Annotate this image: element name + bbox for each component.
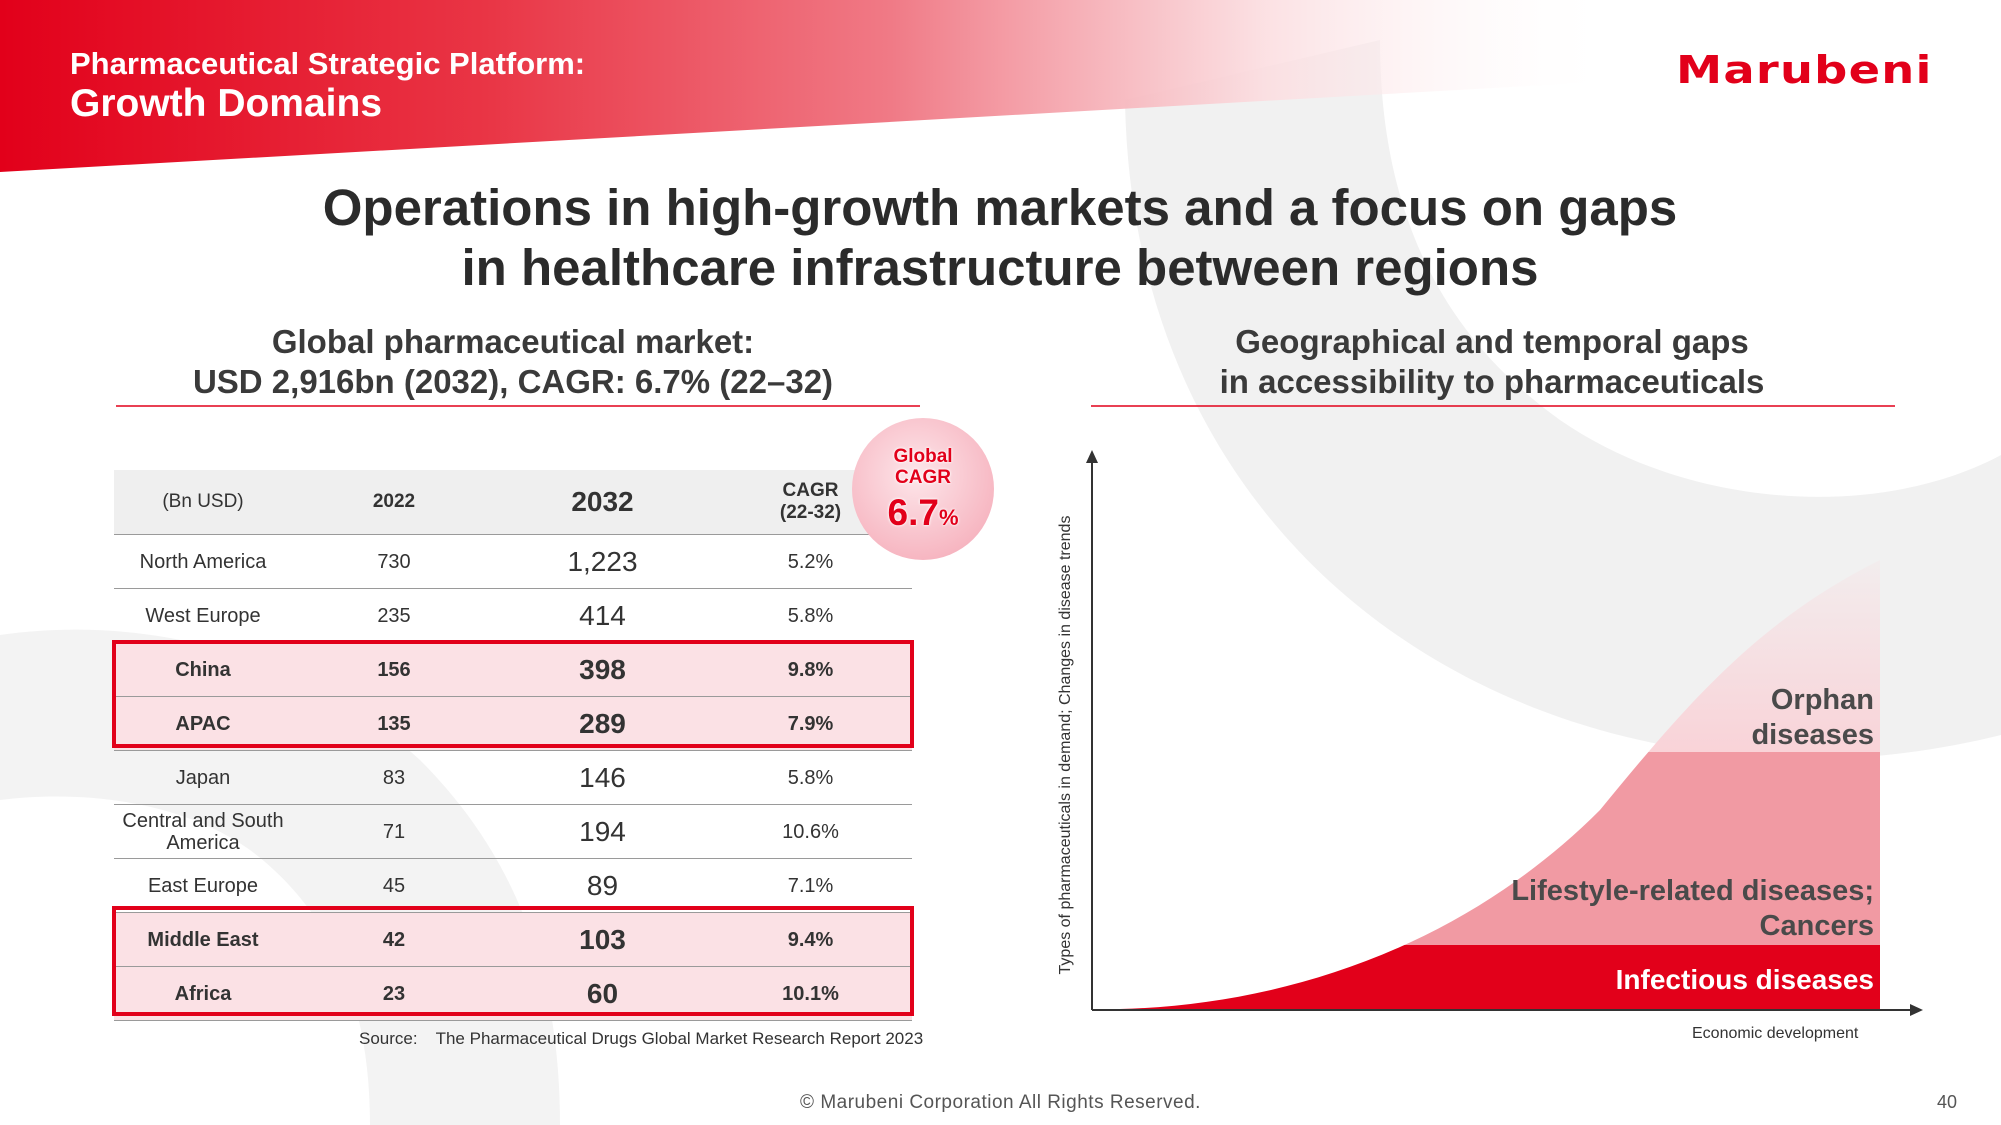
market-heading-line-2: USD 2,916bn (2032), CAGR: 6.7% (22–32) [192, 363, 834, 400]
value-2022-cell: 730 [377, 550, 411, 573]
y-axis-arrow [1086, 450, 1098, 463]
cagr-cell: 9.4% [787, 928, 834, 951]
header-title: Growth Domains [70, 82, 383, 125]
x-axis-arrow [1910, 1004, 1923, 1016]
region-cell: East Europe [147, 874, 259, 897]
value-2032-cell: 398 [579, 653, 626, 685]
source-label: Source: [359, 1029, 418, 1048]
value-2032-cell: 194 [579, 815, 626, 847]
cagr-cell: 5.8% [787, 604, 834, 627]
gaps-section-heading: Geographical and temporal gaps in access… [1090, 322, 1894, 402]
region-cell: Middle East [147, 928, 259, 951]
page-headline: Operations in high-growth markets and a … [200, 178, 1800, 298]
cagr-cell: 7.1% [787, 874, 834, 897]
value-2022-cell: 71 [382, 820, 406, 843]
value-2032-cell: 1,223 [567, 545, 638, 577]
accessibility-gap-diagram [1086, 450, 1923, 1016]
cagr-cell: 10.6% [782, 820, 839, 843]
value-2022-cell: 156 [377, 658, 411, 681]
region-cell: West Europe [145, 604, 261, 627]
cagr-cell: 7.9% [787, 712, 834, 735]
header-cagr: CAGR (22-32) [709, 480, 912, 524]
region-line-2: America [166, 831, 240, 854]
value-2032-cell: 414 [579, 599, 626, 631]
header-2032: 2032 [571, 486, 634, 517]
page-number: 40 [1937, 1092, 1958, 1112]
table-row-highlighted: APAC 135 289 7.9% [114, 697, 912, 751]
region-cell: Africa [174, 982, 232, 1005]
header-2022: 2022 [372, 491, 416, 512]
table-row-highlighted: Middle East 42 103 9.4% [114, 913, 912, 967]
global-cagr-badge: Global CAGR 6.7% [852, 418, 994, 560]
value-2022-cell: 42 [382, 928, 406, 951]
cagr-cell: 5.8% [787, 766, 834, 789]
headline-line-1: Operations in high-growth markets and a … [322, 179, 1678, 236]
value-2032-cell: 60 [586, 977, 619, 1009]
region-cell: China [175, 658, 231, 681]
value-2032-cell: 89 [586, 869, 619, 901]
value-2022-cell: 235 [377, 604, 411, 627]
header-cagr-line-1: CAGR [782, 480, 839, 501]
x-axis-label: Economic development [1692, 1025, 1859, 1042]
table-row: North America 730 1,223 5.2% [114, 535, 912, 589]
value-2022-cell: 23 [382, 982, 406, 1005]
value-2032-cell: 289 [579, 707, 626, 739]
table-header-row: (Bn USD) 2022 2032 CAGR (22-32) [114, 470, 912, 535]
value-2032-cell: 103 [579, 923, 626, 955]
market-table: (Bn USD) 2022 2032 CAGR (22-32) North Am… [114, 470, 912, 1021]
badge-number: 6.7 [887, 492, 939, 533]
badge-label-line-1: Global [893, 446, 953, 467]
lifestyle-label-line-2: Cancers [1759, 910, 1874, 942]
badge-value: 6.7% [852, 492, 994, 534]
y-axis-label-text: Types of pharmaceuticals in demand; Chan… [1057, 515, 1074, 975]
lifestyle-label-line-1: Lifestyle-related diseases; [1511, 875, 1874, 907]
table-row: East Europe 45 89 7.1% [114, 859, 912, 913]
market-heading-line-1: Global pharmaceutical market: [271, 323, 755, 360]
value-2032-cell: 146 [579, 761, 626, 793]
value-2022-cell: 45 [382, 874, 406, 897]
region-cell: Japan [175, 766, 231, 789]
orphan-label-line-1: Orphan [1770, 684, 1874, 716]
cagr-cell: 10.1% [782, 982, 839, 1005]
lifestyle-cancers-label: Lifestyle-related diseases; Cancers [1440, 874, 1874, 944]
highlight-box-middle-east-africa [112, 906, 914, 1016]
gaps-heading-rule [1091, 405, 1895, 407]
table-row: Central and South America 71 194 10.6% [114, 805, 912, 859]
region-cell: North America [139, 550, 267, 573]
highlight-box-china-apac [112, 640, 914, 748]
market-section-heading: Global pharmaceutical market: USD 2,916b… [114, 322, 912, 402]
value-2022-cell: 83 [382, 766, 406, 789]
orphan-diseases-label: Orphan diseases [1640, 683, 1874, 753]
table-row-highlighted: China 156 398 9.8% [114, 643, 912, 697]
badge-unit: % [938, 505, 959, 530]
gaps-heading-line-2: in accessibility to pharmaceuticals [1219, 363, 1765, 400]
marubeni-logo: Marubeni [1676, 48, 1933, 92]
source-note: Source: The Pharmaceutical Drugs Global M… [359, 1029, 923, 1049]
header-subtitle: Pharmaceutical Strategic Platform: [70, 46, 586, 81]
cagr-cell: 9.8% [787, 658, 834, 681]
gaps-heading-line-1: Geographical and temporal gaps [1235, 323, 1749, 360]
headline-line-2: in healthcare infrastructure between reg… [461, 239, 1539, 296]
source-text: The Pharmaceutical Drugs Global Market R… [435, 1029, 924, 1048]
header-band [0, 0, 1620, 172]
badge-label-line-2: CAGR [895, 467, 951, 488]
region-cell: APAC [175, 712, 231, 735]
copyright-footer: © Marubeni Corporation All Rights Reserv… [800, 1092, 1201, 1113]
badge-label: Global CAGR [852, 446, 994, 488]
header-cagr-line-2: (22-32) [779, 502, 842, 523]
region-line-1: Central and South [122, 809, 284, 832]
market-heading-rule [116, 405, 920, 407]
table-row: West Europe 235 414 5.8% [114, 589, 912, 643]
table-row: Japan 83 146 5.8% [114, 751, 912, 805]
value-2022-cell: 135 [377, 712, 411, 735]
header-unit: (Bn USD) [162, 491, 244, 512]
region-cell: Central and South America [114, 810, 292, 854]
cagr-cell: 5.2% [787, 550, 834, 573]
orphan-label-line-2: diseases [1751, 719, 1874, 751]
infectious-diseases-label: Infectious diseases [1615, 964, 1874, 995]
